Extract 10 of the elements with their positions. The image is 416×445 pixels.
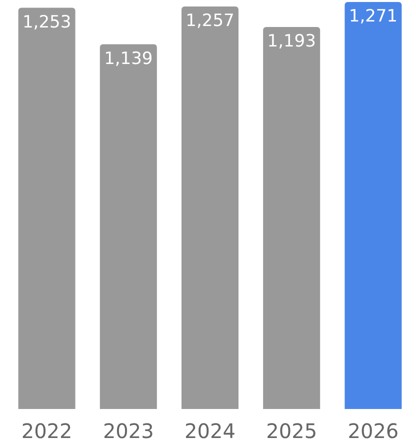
x-tick-label: 2025 — [266, 419, 318, 443]
data-label: 1,257 — [186, 10, 234, 31]
data-label: 1,193 — [267, 31, 316, 52]
data-label: 1,271 — [348, 6, 398, 26]
x-tick-label: 2023 — [102, 419, 154, 443]
x-tick-label: 2024 — [184, 419, 236, 443]
x-tick-label: 2022 — [21, 419, 72, 443]
data-label: 1,139 — [104, 48, 153, 69]
data-label: 1,253 — [22, 12, 72, 32]
x-tick-label: 2026 — [348, 419, 399, 443]
